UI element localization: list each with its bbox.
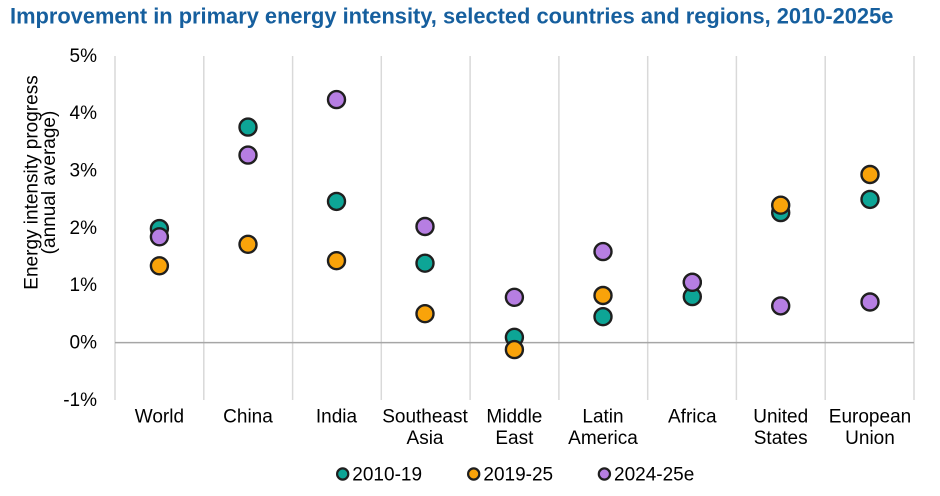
svg-text:2%: 2% <box>70 218 98 239</box>
svg-text:1%: 1% <box>70 275 98 296</box>
svg-text:4%: 4% <box>70 103 98 124</box>
svg-text:States: States <box>754 428 808 449</box>
svg-text:2010-19: 2010-19 <box>352 465 422 486</box>
svg-text:Union: Union <box>845 428 895 449</box>
svg-text:2019-25: 2019-25 <box>483 465 553 486</box>
svg-text:(annual average): (annual average) <box>39 111 60 255</box>
svg-text:5%: 5% <box>70 46 98 67</box>
svg-text:East: East <box>495 428 534 449</box>
svg-text:Asia: Asia <box>407 428 444 449</box>
svg-text:Latin: Latin <box>582 407 623 428</box>
svg-text:-1%: -1% <box>63 390 97 411</box>
svg-text:China: China <box>223 407 273 428</box>
svg-text:0%: 0% <box>70 332 98 353</box>
svg-text:Southeast: Southeast <box>382 407 468 428</box>
svg-text:America: America <box>568 428 638 449</box>
svg-text:3%: 3% <box>70 161 98 182</box>
svg-text:2024-25e: 2024-25e <box>614 465 694 486</box>
svg-text:United: United <box>753 407 808 428</box>
svg-text:European: European <box>829 407 911 428</box>
svg-text:Middle: Middle <box>486 407 542 428</box>
svg-text:Energy intensity progress: Energy intensity progress <box>21 75 42 289</box>
svg-text:Improvement in primary energy: Improvement in primary energy intensity,… <box>10 4 893 29</box>
svg-text:World: World <box>135 407 184 428</box>
svg-text:Africa: Africa <box>668 407 717 428</box>
svg-text:India: India <box>316 407 358 428</box>
